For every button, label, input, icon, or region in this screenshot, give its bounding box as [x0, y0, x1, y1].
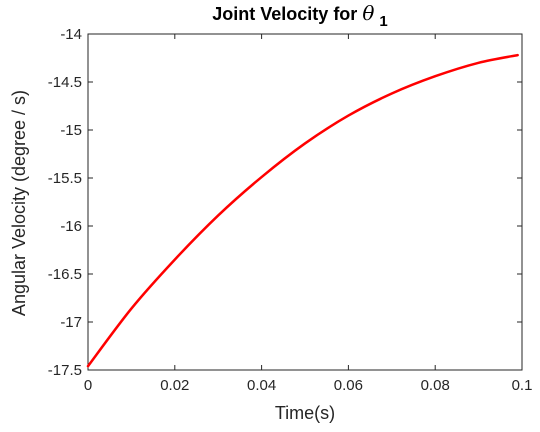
x-tick-label: 0.08: [421, 377, 450, 394]
series-group: [86, 53, 519, 368]
y-tick-label: -17.5: [48, 362, 82, 379]
plot-area: [87, 33, 523, 371]
y-tick-label: -15.5: [48, 170, 82, 187]
chart-title-text: Joint Velocity for: [212, 4, 362, 24]
x-tick-label: 0.1: [512, 377, 533, 394]
y-tick-label: -16.5: [48, 266, 82, 283]
chart-title-subscript: 1: [379, 13, 387, 30]
y-axis-ticks: -14 -14.5 -15 -15.5 -16 -16.5 -17 -17.5: [48, 26, 522, 379]
series-line: [86, 53, 519, 368]
x-axis-label: Time(s): [275, 403, 335, 423]
x-tick-label: 0: [84, 377, 92, 394]
x-tick-label: 0.02: [160, 377, 189, 394]
y-tick-label: -15: [60, 122, 82, 139]
y-tick-label: -14.5: [48, 74, 82, 91]
x-tick-label: 0.04: [247, 377, 276, 394]
x-tick-label: 0.06: [334, 377, 363, 394]
chart-title-symbol: θ: [362, 1, 374, 25]
y-tick-label: -14: [60, 26, 82, 43]
chart-title: Joint Velocity for θ 1: [212, 1, 387, 30]
y-tick-label: -17: [60, 314, 82, 331]
y-axis-label: Angular Velocity (degree / s): [9, 90, 29, 316]
x-axis-ticks: 0 0.02 0.04 0.06 0.08 0.1: [84, 34, 533, 394]
y-tick-label: -16: [60, 218, 82, 235]
